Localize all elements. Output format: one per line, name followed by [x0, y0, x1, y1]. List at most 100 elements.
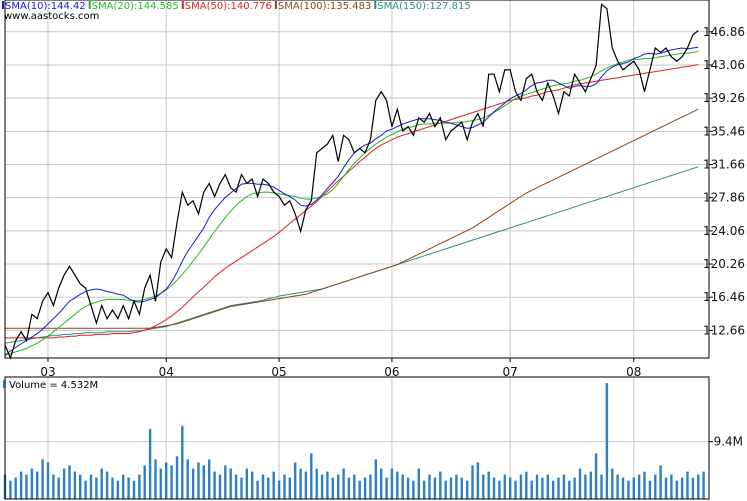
volume-bar — [541, 477, 544, 499]
volume-bar — [535, 474, 539, 499]
volume-bar — [229, 468, 232, 499]
volume-bar — [525, 471, 528, 499]
price-y-axis: 146.86 143.06 139.26 135.46 131.66 127.86 124.… — [703, 25, 745, 338]
volume-bar — [73, 471, 77, 499]
volume-y-axis: 9.4M — [709, 435, 743, 449]
volume-bar — [616, 474, 619, 499]
volume-bar — [664, 477, 668, 499]
volume-bar — [132, 480, 136, 499]
volume-bar — [175, 456, 179, 499]
legend-entry: SMA(10):144.42 — [5, 1, 86, 12]
price-series-group — [4, 3, 699, 360]
volume-bar — [304, 471, 308, 499]
volume-bar — [9, 480, 12, 499]
volume-bar — [19, 471, 23, 499]
x-tick-label: 04 — [159, 365, 174, 379]
volume-bar — [25, 474, 28, 499]
y-tick-label: 112.66 — [703, 323, 745, 337]
y-tick-label: 120.26 — [703, 257, 745, 271]
legend-swatch — [274, 1, 277, 9]
volume-bar — [122, 474, 125, 499]
volume-bar — [611, 468, 614, 499]
volume-bar — [546, 474, 549, 499]
volume-bar — [159, 468, 162, 499]
volume-bar — [449, 477, 453, 499]
volume-bar — [245, 468, 248, 499]
price-panel: 146.86 143.06 139.26 135.46 131.66 127.86 124.… — [2, 0, 745, 379]
sma-line-2 — [4, 51, 699, 356]
volume-legend-entry: Volume = 4.532M — [9, 380, 98, 391]
volume-bar — [659, 465, 662, 499]
price-grid — [5, 0, 709, 358]
y-tick-label: 131.66 — [703, 158, 745, 172]
sma-line-4 — [5, 108, 699, 329]
y-tick-label: 139.26 — [703, 91, 745, 105]
volume-bar — [390, 468, 394, 499]
x-tick-label: 05 — [271, 365, 286, 379]
volume-bar — [202, 465, 205, 499]
volume-bar — [573, 477, 576, 499]
volume-bar — [41, 459, 44, 499]
volume-bar — [224, 465, 227, 499]
volume-bar — [100, 468, 103, 499]
volume-bar — [337, 474, 340, 499]
volume-bar — [643, 471, 646, 499]
legend-swatch — [374, 1, 377, 9]
volume-bar — [283, 474, 286, 499]
volume-bar — [600, 474, 603, 499]
volume-bar — [417, 468, 420, 499]
volume-bar — [369, 474, 372, 499]
volume-bar — [374, 459, 377, 499]
volume-bar — [165, 462, 168, 499]
volume-bar — [584, 474, 587, 499]
y-tick-label: 146.86 — [703, 25, 745, 39]
volume-bar — [578, 468, 582, 499]
volume-bar — [530, 480, 533, 499]
legend-entry: SMA(100):135.483 — [278, 1, 371, 12]
volume-bar — [648, 480, 652, 499]
legend-entry: SMA(20):144.585 — [92, 1, 179, 12]
volume-bar — [697, 474, 700, 499]
volume-plot-frame — [4, 376, 710, 500]
volume-bar — [594, 453, 598, 500]
volume-bar — [52, 474, 55, 499]
volume-bar — [412, 480, 415, 499]
legend-swatch — [181, 1, 184, 9]
volume-bar — [36, 471, 39, 499]
volume-bar — [476, 462, 480, 499]
legend-entry: SMA(50):140.776 — [185, 1, 272, 12]
volume-bar — [186, 459, 189, 499]
volume-bar — [428, 474, 431, 499]
volume-bar — [320, 474, 324, 499]
sma-line-3 — [5, 64, 699, 339]
y-tick-label: 116.46 — [703, 290, 745, 304]
volume-bar — [213, 471, 216, 499]
volume-bar — [654, 474, 657, 499]
volume-bar — [68, 465, 71, 499]
volume-bar — [482, 474, 485, 499]
volume-bar — [347, 477, 351, 499]
volume-bar — [154, 459, 157, 499]
volume-bar — [79, 474, 82, 499]
volume-bar — [267, 477, 270, 499]
volume-bar — [277, 480, 281, 499]
volume-bar — [294, 462, 297, 499]
volume-panel: 9.4M Volume = 4.532M — [3, 376, 743, 500]
volume-bar — [498, 480, 501, 499]
y-tick-label: 135.46 — [703, 124, 745, 138]
volume-bar — [589, 471, 592, 499]
legend-entry: SMA(150):127.815 — [377, 1, 470, 12]
volume-bar — [691, 477, 695, 499]
volume-bar — [621, 477, 625, 499]
legend-swatch — [88, 1, 91, 9]
volume-bar — [14, 477, 17, 499]
volume-bar — [57, 477, 60, 499]
volume-bar — [234, 474, 238, 499]
volume-bar — [170, 465, 173, 499]
volume-bar — [385, 477, 388, 499]
volume-bar — [632, 477, 635, 499]
x-tick-label: 07 — [503, 365, 518, 379]
volume-bar — [288, 477, 291, 499]
